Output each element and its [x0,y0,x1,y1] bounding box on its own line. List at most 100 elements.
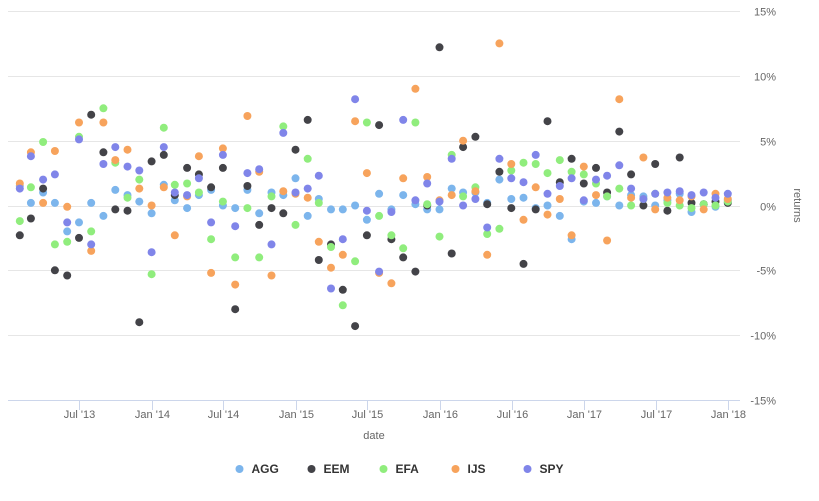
point-ijs[interactable] [471,187,480,196]
point-efa[interactable] [375,211,384,220]
point-efa[interactable] [387,231,396,240]
point-ijs[interactable] [627,193,636,202]
point-ijs[interactable] [267,271,276,280]
series-efa[interactable] [15,104,732,310]
point-efa[interactable] [555,156,564,165]
point-spy[interactable] [519,178,528,187]
point-efa[interactable] [159,123,168,132]
point-spy[interactable] [15,184,24,193]
point-spy[interactable] [231,222,240,231]
point-ijs[interactable] [123,145,132,154]
point-efa[interactable] [255,253,264,262]
legend-item-efa[interactable]: EFA [379,462,420,476]
point-spy[interactable] [651,189,660,198]
point-efa[interactable] [267,192,276,201]
point-spy[interactable] [26,152,35,161]
point-spy[interactable] [243,169,252,178]
point-spy[interactable] [267,240,276,249]
point-agg[interactable] [63,227,72,236]
point-ijs[interactable] [411,84,420,93]
point-eem[interactable] [243,182,252,190]
point-eem[interactable] [351,322,360,331]
point-ijs[interactable] [387,279,396,288]
point-spy[interactable] [555,182,564,190]
point-ijs[interactable] [279,187,288,196]
point-spy[interactable] [603,171,612,180]
point-eem[interactable] [87,110,96,119]
point-ijs[interactable] [159,183,168,192]
point-efa[interactable] [135,175,144,184]
point-spy[interactable] [423,179,432,188]
point-ijs[interactable] [87,246,96,255]
point-ijs[interactable] [639,153,648,162]
point-spy[interactable] [447,154,456,163]
point-agg[interactable] [375,189,384,198]
point-efa[interactable] [207,235,216,244]
point-efa[interactable] [362,118,371,127]
point-eem[interactable] [411,267,420,276]
point-eem[interactable] [675,153,684,162]
point-agg[interactable] [615,201,624,210]
point-ijs[interactable] [675,196,684,205]
point-eem[interactable] [303,115,312,124]
point-ijs[interactable] [147,201,156,210]
point-spy[interactable] [483,223,492,232]
point-efa[interactable] [399,244,408,253]
point-ijs[interactable] [495,39,504,48]
point-ijs[interactable] [567,231,576,240]
point-eem[interactable] [519,259,528,268]
point-efa[interactable] [423,200,432,209]
point-spy[interactable] [351,95,360,104]
point-ijs[interactable] [399,174,408,183]
point-eem[interactable] [218,163,227,172]
point-spy[interactable] [507,174,516,183]
point-spy[interactable] [399,115,408,124]
point-ijs[interactable] [243,112,252,120]
point-ijs[interactable] [194,152,203,161]
point-eem[interactable] [435,43,444,52]
point-efa[interactable] [351,257,360,266]
point-ijs[interactable] [447,191,456,200]
point-spy[interactable] [87,240,96,249]
series-eem[interactable] [15,43,732,331]
point-spy[interactable] [387,208,396,216]
point-spy[interactable] [687,191,696,200]
point-ijs[interactable] [327,263,335,272]
point-eem[interactable] [15,231,24,240]
point-eem[interactable] [147,157,156,166]
point-eem[interactable] [338,285,347,294]
point-spy[interactable] [543,189,552,198]
point-spy[interactable] [135,166,144,175]
point-eem[interactable] [362,231,371,240]
point-ijs[interactable] [218,144,227,153]
point-eem[interactable] [63,271,72,280]
point-eem[interactable] [291,145,300,154]
point-eem[interactable] [615,127,624,136]
point-spy[interactable] [147,248,156,257]
point-efa[interactable] [218,197,227,206]
point-agg[interactable] [555,211,564,220]
point-agg[interactable] [435,205,444,214]
point-eem[interactable] [399,253,408,262]
point-spy[interactable] [615,161,624,170]
point-eem[interactable] [279,209,288,218]
point-agg[interactable] [135,197,144,206]
point-efa[interactable] [314,198,323,207]
point-agg[interactable] [447,184,456,193]
point-spy[interactable] [291,188,300,197]
point-spy[interactable] [207,218,216,227]
point-eem[interactable] [543,117,552,126]
point-spy[interactable] [375,267,384,276]
point-ijs[interactable] [39,198,48,207]
point-ijs[interactable] [135,184,144,193]
point-spy[interactable] [663,188,672,197]
point-ijs[interactable] [603,236,612,245]
legend-item-spy[interactable]: SPY [523,462,564,476]
point-agg[interactable] [291,174,300,183]
point-eem[interactable] [375,121,384,130]
point-spy[interactable] [194,174,203,183]
point-ijs[interactable] [362,169,371,178]
point-eem[interactable] [663,206,672,215]
point-agg[interactable] [183,204,192,213]
point-efa[interactable] [15,217,24,226]
